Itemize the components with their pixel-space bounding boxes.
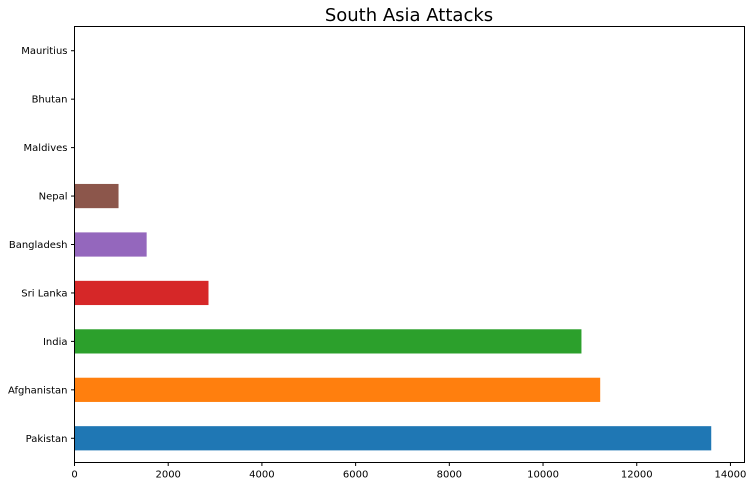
y-tick-label-india: India <box>43 337 68 348</box>
x-axis-ticks: 0 2000 4000 6000 8000 10000 12000 14000 <box>71 462 747 481</box>
bars-group <box>74 38 712 451</box>
y-tick-label-bangladesh: Bangladesh <box>9 240 68 251</box>
x-tick-label: 8000 <box>437 470 462 481</box>
bar-nepal <box>74 183 119 209</box>
y-tick-label-nepal: Nepal <box>39 192 68 203</box>
y-tick-label-bhutan: Bhutan <box>32 95 68 106</box>
x-tick-label: 14000 <box>715 470 747 481</box>
bar-india <box>74 329 582 354</box>
chart-title: South Asia Attacks <box>325 5 493 26</box>
y-tick-label-afghanistan: Afghanistan <box>8 385 68 396</box>
y-tick-label-maldives: Maldives <box>24 143 68 154</box>
x-tick-label: 2000 <box>155 470 180 481</box>
x-tick-label: 0 <box>71 470 77 481</box>
x-tick-label: 10000 <box>527 470 559 481</box>
y-tick-label-pakistan: Pakistan <box>26 434 68 445</box>
bar-sri-lanka <box>74 280 209 306</box>
bar-bangladesh <box>74 232 147 257</box>
y-axis-ticks: Pakistan Afghanistan India Sri Lanka Banglad… <box>8 46 75 445</box>
bar-pakistan <box>74 426 712 451</box>
plot-frame <box>74 26 745 463</box>
x-tick-label: 4000 <box>249 470 274 481</box>
y-tick-label-mauritius: Mauritius <box>21 46 67 57</box>
y-tick-label-sri-lanka: Sri Lanka <box>21 288 67 299</box>
bar-afghanistan <box>74 377 601 402</box>
x-tick-label: 12000 <box>621 470 653 481</box>
x-tick-label: 6000 <box>343 470 368 481</box>
